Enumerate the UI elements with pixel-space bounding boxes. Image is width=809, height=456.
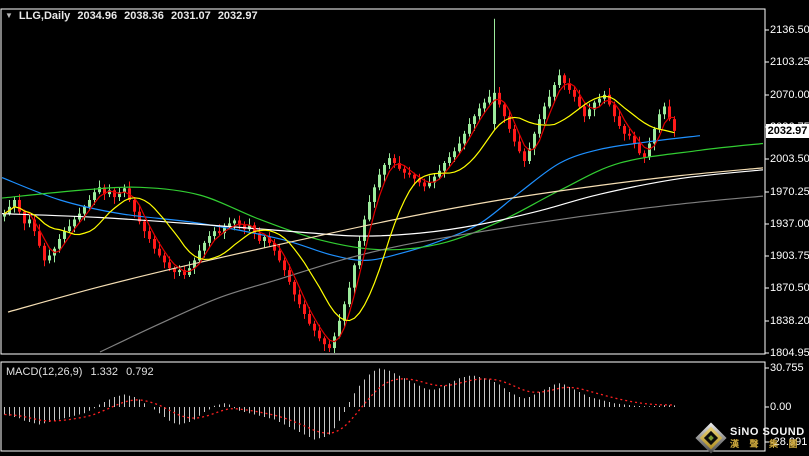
- macd-axis-label: -28.991: [770, 436, 808, 448]
- macd-signal-line: [4, 378, 675, 434]
- price-axis-label: 2070.00: [770, 89, 809, 101]
- brand-name-zh: 漢 聲 集 團: [730, 439, 802, 449]
- ohlc-high: 2038.36: [124, 10, 164, 22]
- macd-indicator-label: MACD(12,26,9) 1.332 0.792: [6, 366, 159, 378]
- macd-name: MACD(12,26,9): [6, 366, 83, 378]
- macd-current-value: 1.332: [90, 366, 119, 378]
- symbol-ohlc-line: ▼ LLG,Daily 2034.96 2038.36 2031.07 2032.…: [5, 10, 262, 22]
- diamond-logo-icon: [694, 421, 728, 455]
- price-axis-label: 1937.00: [770, 218, 809, 230]
- macd-signal-value: 0.792: [126, 366, 154, 378]
- macd-axis-label: 0.00: [770, 401, 792, 413]
- price-axis-label: 2136.50: [770, 24, 809, 36]
- ma-line-mid-yellow: [4, 95, 675, 322]
- price-axis-label: 2103.25: [770, 56, 809, 68]
- price-axis-label: 1838.20: [770, 315, 809, 327]
- ma-line-green: [2, 142, 764, 251]
- ohlc-low: 2031.07: [170, 10, 211, 22]
- ma-line-white: [2, 169, 764, 237]
- price-axis-label: 1804.95: [770, 347, 809, 359]
- ohlc-close: 2032.97: [217, 10, 258, 22]
- symbol-period-label: LLG,Daily: [18, 10, 71, 22]
- ma-line-blue: [2, 135, 701, 262]
- price-axis-label: 1970.25: [770, 186, 809, 198]
- price-axis-label: 1870.50: [770, 282, 809, 294]
- collapse-triangle-icon[interactable]: ▼: [5, 11, 13, 20]
- candles-group: [3, 18, 676, 353]
- price-axis-label: 1903.75: [770, 250, 809, 262]
- current-price-badge: 2032.97: [766, 124, 809, 138]
- ma-line-wheat: [7, 167, 764, 313]
- ohlc-open: 2034.96: [77, 10, 118, 22]
- ma-line-gray: [99, 195, 764, 353]
- ma-line-fast-red: [4, 82, 675, 343]
- macd-histogram: [4, 368, 675, 440]
- brand-logo: SiNO SOUND 漢 聲 集 團: [694, 421, 805, 455]
- macd-axis-label: 30.755: [770, 362, 804, 374]
- brand-name-en: SiNO SOUND: [730, 426, 805, 438]
- price-axis-label: 2003.50: [770, 153, 809, 165]
